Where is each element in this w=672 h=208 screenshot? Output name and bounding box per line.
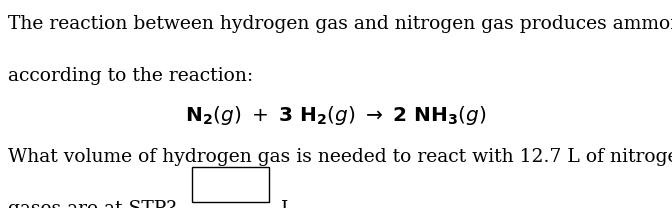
Text: The reaction between hydrogen gas and nitrogen gas produces ammonia gas: The reaction between hydrogen gas and ni… bbox=[8, 15, 672, 33]
Text: $\mathbf{N_2}(\mathit{g})\ +\ \mathbf{3\ H_2}(\mathit{g})\ \rightarrow\ \mathbf{: $\mathbf{N_2}(\mathit{g})\ +\ \mathbf{3\… bbox=[185, 104, 487, 127]
Text: gases are at STP?: gases are at STP? bbox=[8, 200, 176, 208]
Text: according to the reaction:: according to the reaction: bbox=[8, 67, 253, 85]
Text: L: L bbox=[281, 200, 294, 208]
Bar bbox=[192, 167, 269, 202]
Text: What volume of hydrogen gas is needed to react with 12.7 L of nitrogen gas if bo: What volume of hydrogen gas is needed to… bbox=[8, 148, 672, 166]
